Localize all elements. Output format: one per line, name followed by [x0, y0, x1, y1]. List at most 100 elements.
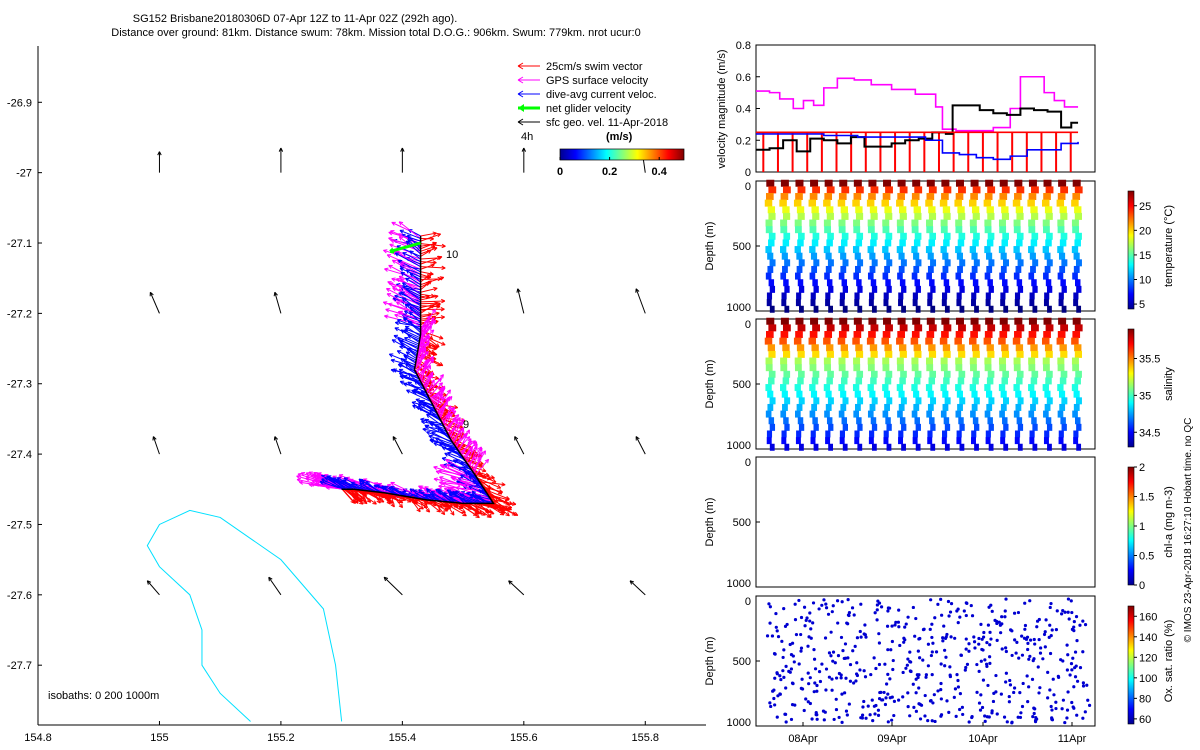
profile-cell: [794, 364, 802, 372]
swim-vector-arrow: [420, 287, 438, 293]
profile-cell: [824, 179, 833, 187]
oxygen-point: [773, 703, 777, 707]
profile-cell: [928, 239, 936, 247]
current-velocity-arrow: [426, 488, 437, 502]
profile-cell: [856, 370, 864, 378]
oxygen-point: [1016, 715, 1020, 719]
velocity-y-tick-label: 0.6: [736, 72, 751, 84]
profile-cell: [1043, 364, 1050, 372]
oxygen-point: [944, 655, 948, 659]
oxygen-point: [1031, 714, 1035, 719]
profile-cell: [827, 259, 834, 267]
profile-cell: [885, 232, 893, 240]
profile-cell: [779, 199, 787, 207]
gps-velocity-arrow: [474, 458, 489, 476]
profile-cell: [971, 344, 980, 352]
profile-cell: [899, 344, 907, 352]
profile-cell: [811, 265, 818, 273]
profile-cell: [927, 252, 934, 260]
profile-cell: [768, 239, 775, 247]
gps-velocity-arrow-head: [439, 464, 445, 469]
current-velocity-arrow-head: [396, 350, 402, 355]
swim-vector-arrow-head: [436, 508, 441, 513]
swim-vector-arrow-head: [443, 507, 449, 512]
oxygen-point: [831, 659, 835, 663]
profile-cell: [1058, 179, 1067, 187]
profile-cell: [1016, 239, 1023, 247]
swim-vector-arrow-head: [432, 241, 437, 246]
oxygen-point: [864, 716, 868, 720]
oxygen-point: [987, 715, 991, 719]
profile-cell: [1028, 410, 1035, 418]
oxygen-point: [877, 641, 882, 645]
profile-cell: [956, 437, 962, 445]
oxygen-point: [906, 691, 910, 695]
oxygen-point: [774, 625, 778, 629]
colorbar-tick-label: 0: [1139, 580, 1145, 592]
profile-cell: [899, 212, 907, 220]
oxygen-point: [993, 618, 997, 622]
profile-cell: [899, 279, 906, 287]
oxygen-point: [1020, 634, 1024, 638]
oxygen-point: [858, 668, 862, 672]
swim-vector-arrow: [420, 256, 443, 265]
gps-velocity-arrow: [398, 284, 421, 303]
oxygen-point: [933, 719, 937, 724]
profile-cell: [793, 337, 802, 345]
swim-vector-arrow-head: [432, 502, 437, 507]
oxygen-point: [855, 636, 860, 640]
gps-velocity-arrow-head: [468, 445, 474, 451]
current-velocity-arrow: [401, 297, 421, 312]
current-velocity-arrow: [462, 469, 478, 479]
profile-cell: [869, 344, 878, 352]
oxygen-point: [1021, 681, 1025, 686]
gps-velocity-arrow: [400, 262, 421, 275]
swim-vector-arrow-head: [462, 512, 467, 517]
current-velocity-arrow-head: [434, 424, 440, 430]
gps-velocity-arrow-head: [391, 259, 397, 264]
swim-vector-arrow: [442, 423, 464, 430]
profile-cell: [943, 417, 950, 425]
profile-cell: [1014, 317, 1023, 325]
profile-cell: [780, 331, 789, 339]
oxygen-point: [847, 610, 852, 615]
swim-vector-arrow: [420, 313, 432, 316]
profile-cell: [868, 317, 877, 325]
swim-vector-arrow-head: [441, 265, 446, 271]
profile-cell: [781, 299, 787, 307]
surface-velocity-arrow: [514, 436, 525, 455]
profile-cell: [1059, 265, 1066, 273]
oxygen-point: [788, 642, 792, 647]
profile-cell: [898, 403, 905, 411]
oxygen-point: [848, 679, 853, 683]
surface-velocity-arrow-head: [516, 288, 521, 293]
oxygen-point: [1007, 694, 1011, 699]
gps-velocity-arrow-head: [391, 285, 397, 290]
oxygen-point: [784, 664, 788, 668]
profile-cell: [970, 193, 978, 201]
gps-velocity-arrow: [386, 288, 421, 307]
oxygen-point: [804, 618, 808, 623]
profile-cell: [957, 403, 963, 411]
current-velocity-arrow-head: [460, 461, 466, 466]
oxygen-point: [1020, 704, 1025, 709]
profile-cell: [1058, 390, 1066, 398]
profile-cell: [766, 292, 773, 300]
current-velocity-arrow-head: [403, 316, 408, 322]
profile-cell: [897, 179, 906, 187]
map-x-tick-label: 155.4: [389, 732, 417, 744]
oxygen-point: [1036, 665, 1040, 669]
profile-cell: [796, 403, 803, 411]
swim-vector-arrow-head: [432, 260, 437, 265]
profile-cell: [942, 344, 951, 352]
profile-cell: [988, 443, 994, 451]
profile-cell: [1001, 186, 1010, 194]
profile-cell: [944, 305, 950, 313]
profile-cell: [926, 193, 935, 201]
oxygen-point: [946, 599, 951, 604]
gps-velocity-arrow: [384, 315, 421, 326]
oxygen-point: [840, 600, 844, 604]
profile-cell: [839, 317, 848, 325]
profile-cell: [825, 390, 832, 398]
oxygen-point: [1032, 637, 1036, 642]
